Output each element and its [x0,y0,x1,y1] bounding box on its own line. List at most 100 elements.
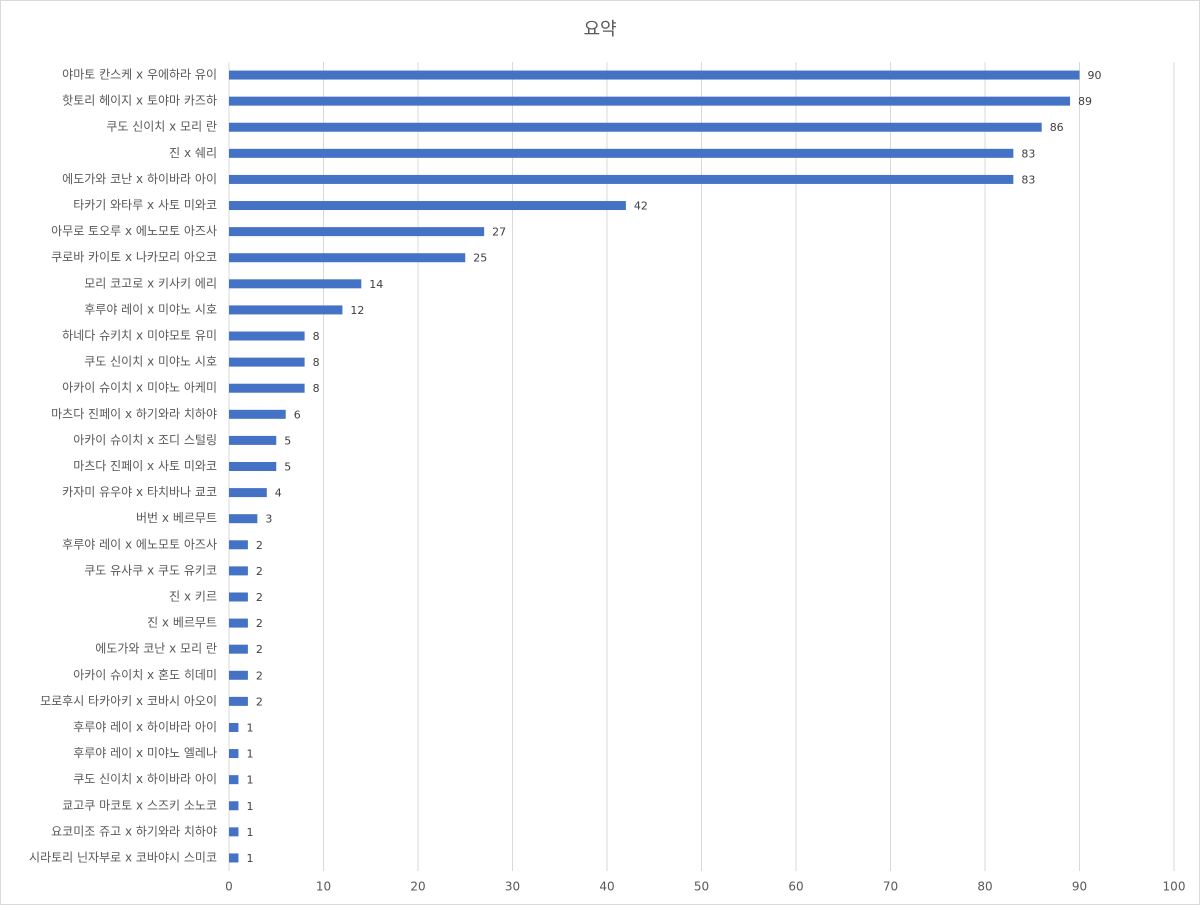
bar [229,775,239,785]
y-tick-label: 쿠도 유사쿠 x 쿠도 유키코 [84,563,217,577]
x-tick-label: 30 [505,880,520,894]
data-label: 6 [294,408,301,421]
data-label: 90 [1088,69,1102,82]
chart-title: 요약 [583,19,616,40]
bar [229,305,343,315]
bar [229,279,362,289]
bar [229,122,1042,132]
bar [229,70,1080,80]
y-tick-label: 아카이 슈이치 x 혼도 히데미 [73,668,217,682]
data-label: 2 [256,695,263,708]
data-label: 83 [1021,147,1035,160]
data-label: 3 [265,513,272,526]
bar [229,488,267,498]
data-label: 27 [492,226,506,239]
data-label: 83 [1021,173,1035,186]
bar [229,801,239,811]
y-tick-label: 쿠로바 카이토 x 나카모리 아오코 [51,250,217,264]
data-label: 5 [284,434,291,447]
data-label: 8 [313,330,320,343]
bar [229,566,248,576]
x-tick-label: 40 [599,880,614,894]
bar [229,618,248,628]
x-tick-label: 80 [977,880,992,894]
data-label: 1 [246,826,253,839]
data-label: 2 [256,669,263,682]
data-label: 1 [246,800,253,813]
y-tick-label: 카자미 유우야 x 타치바나 쿄코 [62,485,217,499]
y-tick-label: 쿠도 신이치 x 하이바라 아이 [73,772,217,786]
x-tick-label: 50 [694,880,709,894]
data-label: 2 [256,617,263,630]
y-tick-label: 후루야 레이 x 미야노 엘레나 [73,746,217,760]
data-label: 86 [1050,121,1064,134]
y-tick-label: 하네다 슈키치 x 미야모토 유미 [62,329,217,343]
bar [229,540,248,550]
y-tick-label: 모로후시 타카아키 x 코바시 아오이 [40,694,217,708]
x-tick-label: 20 [410,880,425,894]
bar [229,383,305,393]
y-tick-label: 후루야 레이 x 미야노 시호 [84,302,217,316]
y-tick-label: 모리 코고로 x 키사키 에리 [84,276,217,290]
data-label: 1 [246,721,253,734]
data-label: 2 [256,591,263,604]
bar [229,96,1071,106]
y-tick-label: 쿠도 신이치 x 모리 란 [106,120,217,134]
data-label: 89 [1078,95,1092,108]
y-tick-label: 핫토리 헤이지 x 토야마 카즈하 [62,94,217,108]
data-label: 2 [256,643,263,656]
data-label: 8 [313,382,320,395]
x-tick-label: 60 [788,880,803,894]
data-label: 1 [246,774,253,787]
y-tick-label: 시라토리 닌자부로 x 코바야시 스미코 [29,850,217,864]
data-label: 2 [256,539,263,552]
bar [229,148,1014,158]
bar [229,722,239,732]
y-tick-label: 마츠다 진페이 x 하기와라 치하야 [51,407,217,421]
bar [229,462,277,471]
y-tick-label: 야마토 칸스케 x 우에하라 유이 [62,68,217,82]
data-label: 1 [246,852,253,865]
x-tick-label: 100 [1163,880,1186,894]
y-tick-label: 버번 x 베르무트 [136,511,217,525]
data-label: 25 [473,252,487,265]
y-tick-label: 후루야 레이 x 에노모토 아즈사 [62,537,217,551]
bar [229,227,485,237]
y-tick-label: 진 x 쉐리 [169,146,217,160]
y-tick-label: 타카기 와타루 x 사토 미와코 [73,198,217,212]
y-tick-label: 에도가와 코난 x 모리 란 [95,642,217,656]
y-tick-label: 진 x 키르 [169,589,217,603]
y-tick-label: 쿄고쿠 마코토 x 스즈키 소노코 [62,798,217,812]
bar [229,827,239,837]
y-tick-label: 아카이 슈이치 x 미야노 아케미 [62,381,217,395]
data-label: 2 [256,565,263,578]
x-tick-label: 70 [883,880,898,894]
x-tick-label: 90 [1072,880,1087,894]
bar [229,670,248,680]
bar [229,357,305,367]
data-label: 4 [275,487,282,500]
bar [229,201,626,211]
bar [229,514,258,524]
y-tick-label: 후루야 레이 x 하이바라 아이 [73,720,217,734]
y-tick-label: 요코미조 쥬고 x 하기와라 치하야 [51,824,217,838]
bar [229,174,1014,184]
data-label: 42 [634,200,648,213]
data-label: 8 [313,356,320,369]
bar [229,331,305,341]
y-tick-label: 아무로 토오루 x 에노모토 아즈사 [51,224,217,238]
y-tick-label: 진 x 베르무트 [147,616,217,630]
y-tick-label: 쿠도 신이치 x 미야노 시호 [84,355,217,369]
bar [229,749,239,759]
data-label: 12 [350,304,364,317]
bar [229,253,466,263]
bar [229,644,248,654]
bar [229,696,248,706]
x-tick-label: 10 [316,880,331,894]
bar [229,409,286,419]
x-tick-label: 0 [225,880,233,894]
y-tick-label: 마츠다 진페이 x 사토 미와코 [73,459,217,473]
bar [229,592,248,602]
